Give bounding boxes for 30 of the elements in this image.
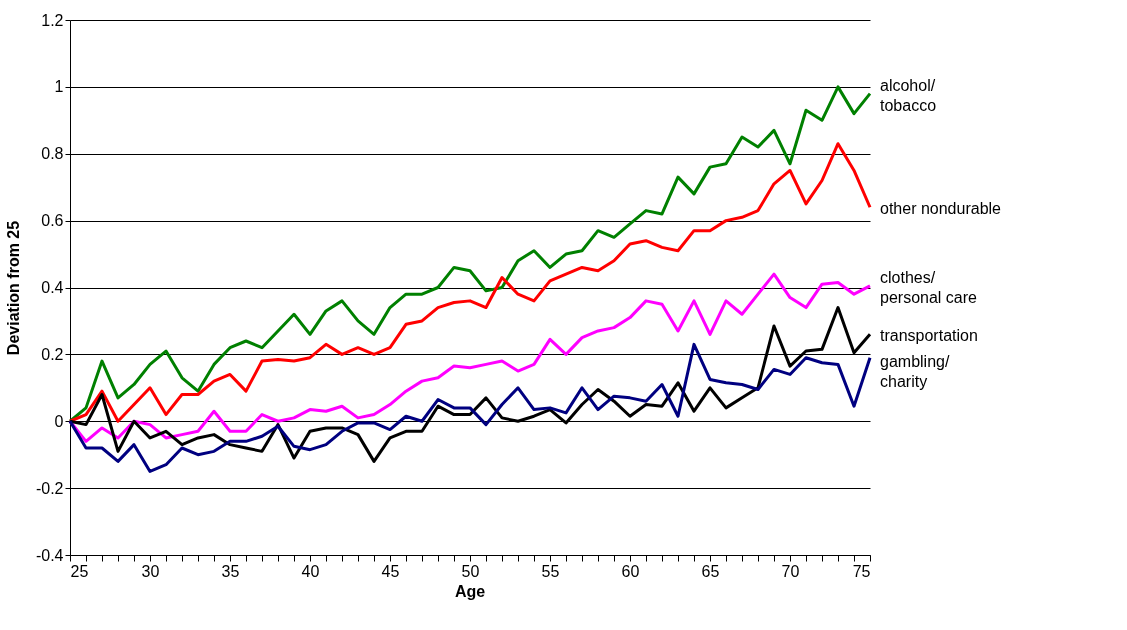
y-tick-label: 1.2 [41, 11, 64, 29]
y-tick-label: 0 [54, 412, 64, 430]
x-tick-label: 25 [70, 562, 89, 580]
line-series [68, 142, 872, 423]
series-label: clothes/ personal care [880, 268, 978, 306]
x-tick-label: 60 [621, 562, 640, 580]
x-tick-label: 45 [381, 562, 400, 580]
x-tick-label: 35 [221, 562, 240, 580]
y-tick-label: 0.4 [41, 279, 64, 296]
y-tick-label: -0.2 [35, 479, 64, 497]
x-axis-title: Age [454, 583, 486, 600]
y-tick-label: 0.6 [41, 212, 64, 230]
series-label: transportation [880, 327, 978, 345]
line-series [68, 342, 872, 473]
y-tick-label: 0.8 [41, 145, 64, 163]
series-label: alcohol/ tobacco [880, 76, 937, 114]
x-tick-label: 50 [461, 562, 480, 580]
x-tick-label: 55 [541, 562, 560, 580]
series-label: gambling/ charity [880, 353, 950, 391]
x-tick-label: 65 [701, 562, 720, 580]
series-label: other nondurable [880, 200, 1002, 218]
x-tick-label: 40 [301, 562, 320, 580]
line-series [68, 85, 872, 423]
y-tick-label: -0.4 [35, 546, 64, 564]
x-tick-label: 70 [781, 562, 800, 580]
y-tick-label: 0.2 [41, 345, 64, 363]
y-tick-label: 1 [54, 78, 64, 96]
x-tick-label: 30 [141, 562, 160, 580]
y-axis-title: Deviation from 25 [4, 220, 22, 356]
x-tick-label: 75 [852, 562, 871, 580]
